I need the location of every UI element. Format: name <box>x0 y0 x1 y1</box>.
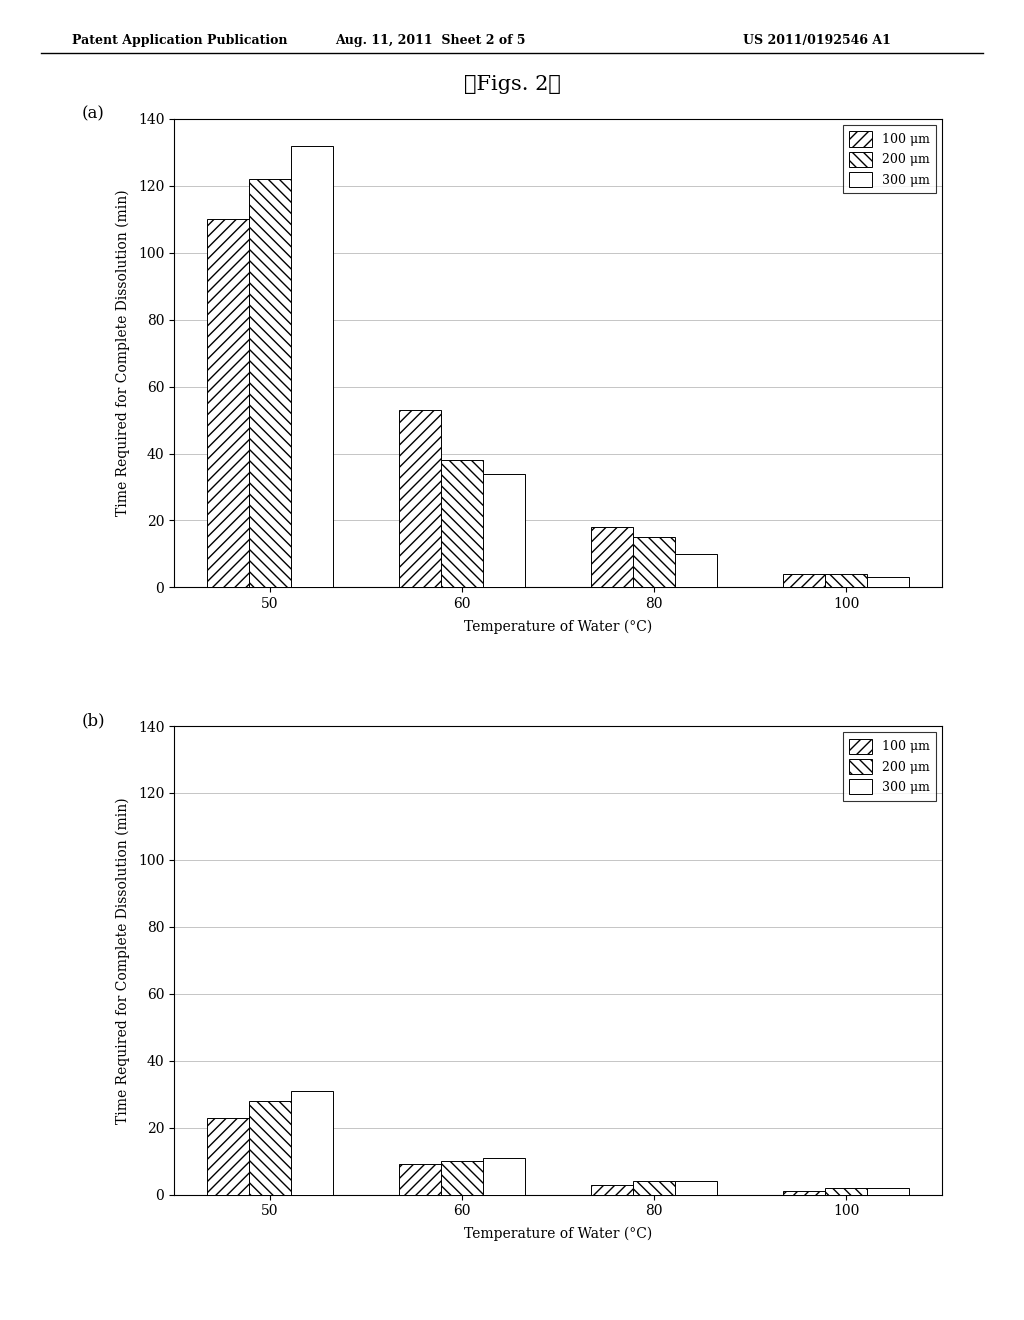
Bar <box>483 474 525 587</box>
Bar <box>207 1118 249 1195</box>
Bar <box>441 1162 483 1195</box>
Bar <box>483 1158 525 1195</box>
Bar <box>825 1188 867 1195</box>
Bar <box>825 574 867 587</box>
Bar <box>867 1188 909 1195</box>
Text: US 2011/0192546 A1: US 2011/0192546 A1 <box>743 34 891 48</box>
Bar <box>782 574 825 587</box>
Bar <box>441 461 483 587</box>
Legend: 100 μm, 200 μm, 300 μm: 100 μm, 200 μm, 300 μm <box>843 125 936 193</box>
Bar <box>675 1181 718 1195</box>
Text: 【Figs. 2】: 【Figs. 2】 <box>464 75 560 94</box>
X-axis label: Temperature of Water (°C): Temperature of Water (°C) <box>464 1226 652 1241</box>
Bar <box>207 219 249 587</box>
Bar <box>291 145 334 587</box>
Bar <box>867 577 909 587</box>
Legend: 100 μm, 200 μm, 300 μm: 100 μm, 200 μm, 300 μm <box>843 733 936 800</box>
Bar <box>675 554 718 587</box>
Bar <box>633 1181 675 1195</box>
Text: Aug. 11, 2011  Sheet 2 of 5: Aug. 11, 2011 Sheet 2 of 5 <box>335 34 525 48</box>
X-axis label: Temperature of Water (°C): Temperature of Water (°C) <box>464 619 652 634</box>
Bar <box>249 180 291 587</box>
Bar <box>591 527 633 587</box>
Bar <box>291 1090 334 1195</box>
Text: (a): (a) <box>82 106 104 123</box>
Text: (b): (b) <box>82 713 105 730</box>
Bar <box>398 411 441 587</box>
Text: Patent Application Publication: Patent Application Publication <box>72 34 287 48</box>
Bar <box>591 1184 633 1195</box>
Bar <box>249 1101 291 1195</box>
Bar <box>633 537 675 587</box>
Y-axis label: Time Required for Complete Dissolution (min): Time Required for Complete Dissolution (… <box>115 797 129 1123</box>
Y-axis label: Time Required for Complete Dissolution (min): Time Required for Complete Dissolution (… <box>115 190 129 516</box>
Bar <box>398 1164 441 1195</box>
Bar <box>782 1191 825 1195</box>
